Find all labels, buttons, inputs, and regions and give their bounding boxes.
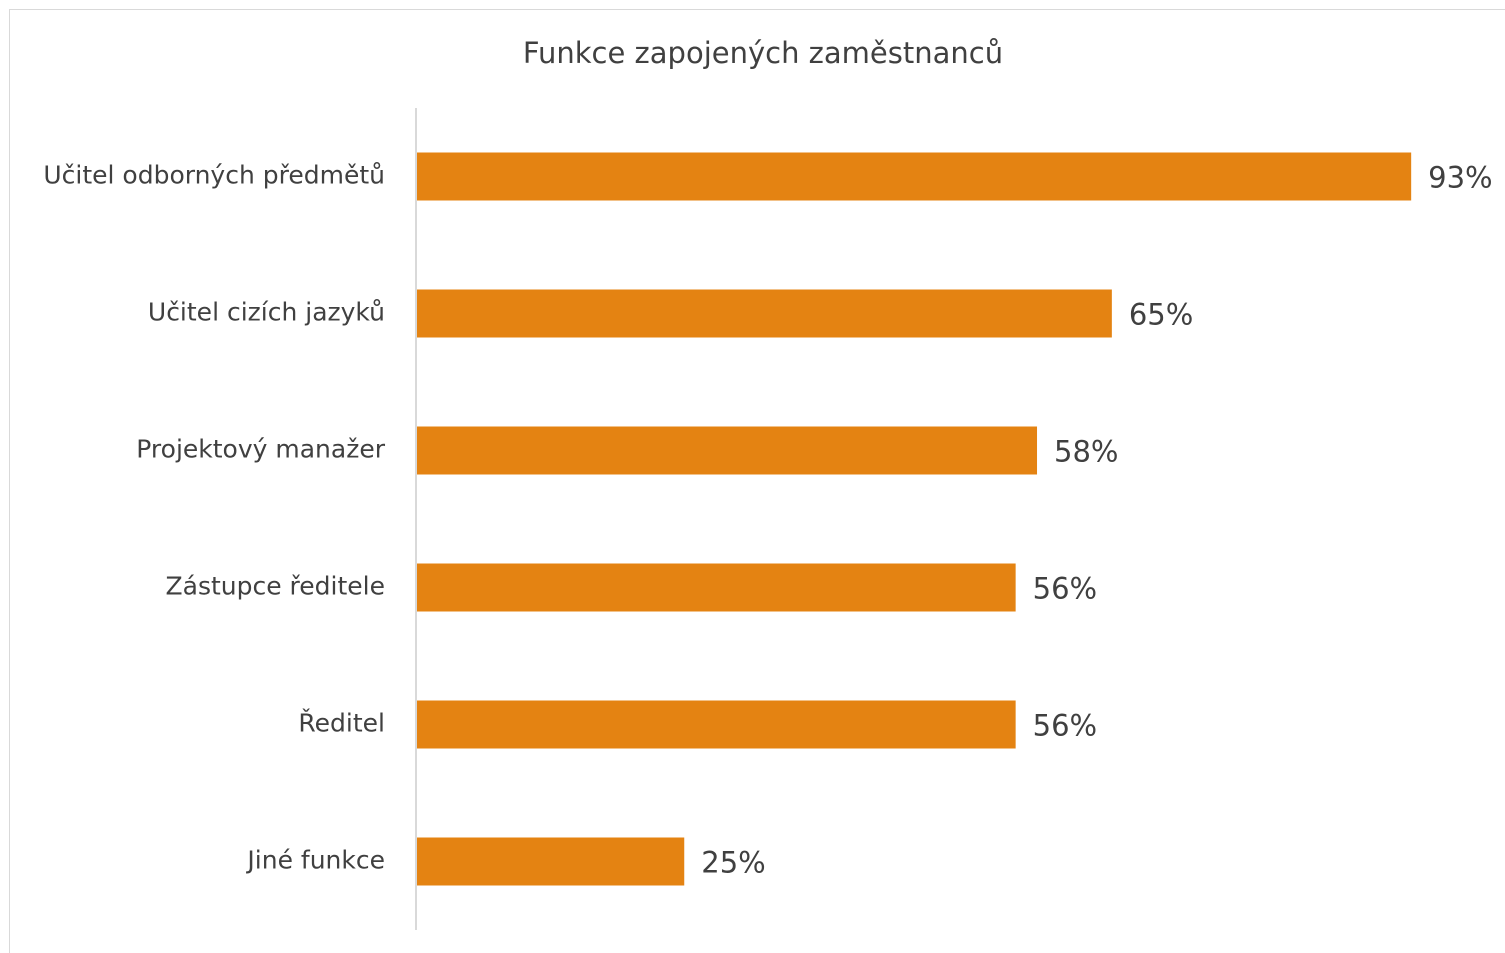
bar <box>417 700 1016 749</box>
data-label: 25% <box>701 846 765 880</box>
y-tick-label: Ředitel <box>298 709 385 738</box>
y-tick-label: Zástupce ředitele <box>166 572 386 601</box>
chart-title: Funkce zapojených zaměstnanců <box>523 36 1003 70</box>
y-tick-label: Učitel odborných předmětů <box>43 161 385 190</box>
y-tick-label: Projektový manažer <box>136 435 385 464</box>
data-label: 93% <box>1428 161 1492 195</box>
bar <box>417 289 1112 338</box>
bar <box>417 152 1412 201</box>
y-tick-label: Jiné funkce <box>245 846 385 875</box>
y-tick-label: Učitel cizích jazyků <box>148 298 385 327</box>
bar <box>417 426 1038 475</box>
bar <box>417 837 685 886</box>
data-label: 58% <box>1054 435 1118 469</box>
data-label: 65% <box>1129 298 1193 332</box>
data-label: 56% <box>1033 572 1097 606</box>
bar <box>417 563 1016 612</box>
data-label: 56% <box>1033 709 1097 743</box>
chart-border <box>9 9 1505 953</box>
